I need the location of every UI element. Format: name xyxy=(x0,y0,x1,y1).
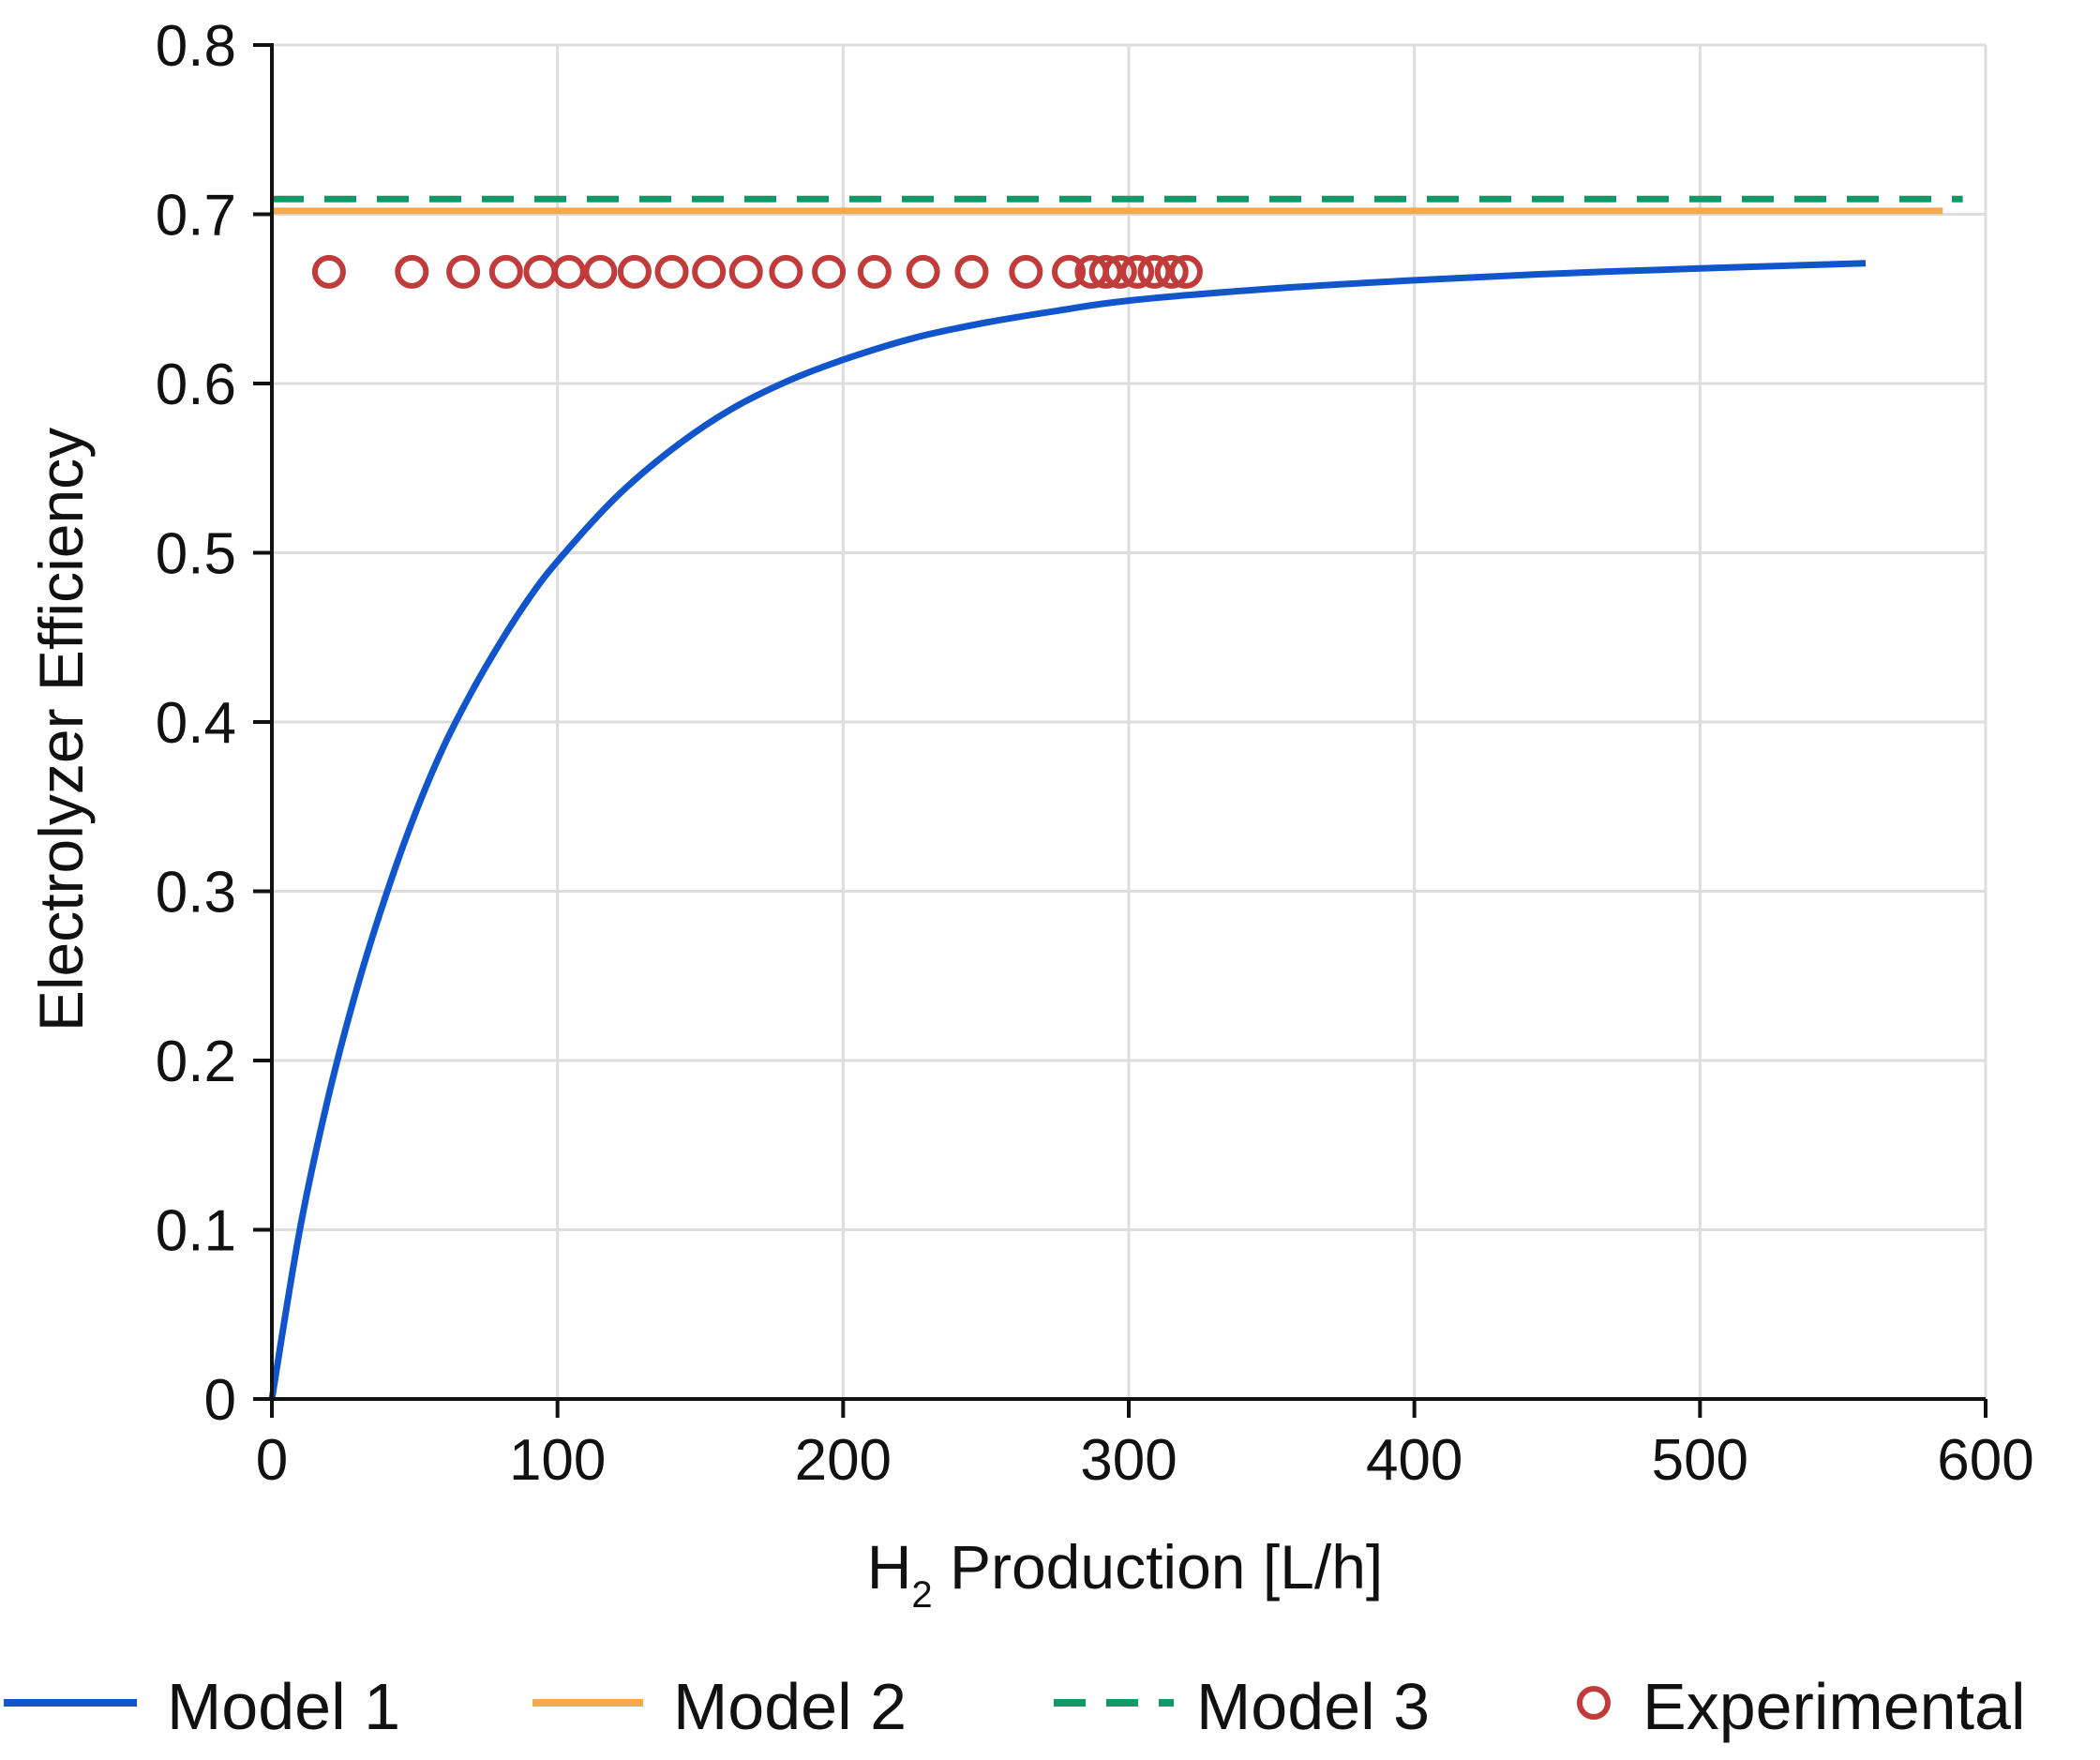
y-tick-label: 0.1 xyxy=(156,1199,236,1264)
y-tick-label: 0.3 xyxy=(156,861,236,925)
experimental-point xyxy=(488,254,523,289)
experimental-point xyxy=(446,254,481,289)
experimental-point xyxy=(1120,254,1155,289)
x-tick-label: 200 xyxy=(795,1428,892,1493)
y-tick-label: 0.5 xyxy=(156,522,236,587)
y-tick-label: 0.6 xyxy=(156,353,236,417)
experimental-point xyxy=(1009,254,1043,289)
experimental-point xyxy=(1088,254,1123,289)
experimental-point xyxy=(1154,254,1189,289)
y-tick-label: 0.7 xyxy=(156,184,236,248)
experimental-point xyxy=(857,254,892,289)
x-tick-label: 600 xyxy=(1937,1428,2033,1493)
x-axis-title: H2 Production [L/h] xyxy=(867,1532,1384,1616)
experimental-point xyxy=(551,254,586,289)
experimental-point xyxy=(311,254,346,289)
axes xyxy=(253,43,1988,1418)
x-tick-label: 500 xyxy=(1652,1428,1748,1493)
x-tick-label: 300 xyxy=(1080,1428,1177,1493)
experimental-point xyxy=(1137,254,1172,289)
experimental-point xyxy=(769,254,803,289)
legend-swatch-experimental xyxy=(1577,1686,1611,1720)
legend-label-model-3: Model 3 xyxy=(1196,1670,1430,1743)
experimental-point xyxy=(654,254,689,289)
plot-area xyxy=(268,195,1963,1400)
x-tick-label: 400 xyxy=(1366,1428,1462,1493)
y-axis-title: Electrolyzer Efficiency xyxy=(26,428,96,1031)
y-tick-label: 0.8 xyxy=(156,14,236,79)
experimental-point xyxy=(1102,254,1137,289)
experimental-point xyxy=(395,254,429,289)
experimental-point xyxy=(1052,254,1087,289)
experimental-point xyxy=(692,254,727,289)
legend-label-experimental: Experimental xyxy=(1642,1670,2026,1743)
experimental-point xyxy=(523,254,558,289)
experimental-point xyxy=(906,254,940,289)
x-tick-label: 0 xyxy=(256,1428,288,1493)
x-axis-title-main: H xyxy=(867,1532,912,1602)
experimental-point xyxy=(1168,254,1203,289)
experimental-point xyxy=(812,254,847,289)
legend-label-model-1: Model 1 xyxy=(167,1670,400,1743)
x-axis-title-subscript: 2 xyxy=(911,1574,932,1616)
x-tick-label: 100 xyxy=(509,1428,606,1493)
legend-label-model-2: Model 2 xyxy=(673,1670,907,1743)
experimental-point xyxy=(617,254,652,289)
y-tick-label: 0 xyxy=(204,1368,236,1433)
legend: Model 1 Model 2 Model 3 Experimental xyxy=(4,1670,2026,1743)
y-tick-label: 0.4 xyxy=(156,691,236,756)
model-1-line xyxy=(268,260,1867,1400)
x-axis-title-rest: Production [L/h] xyxy=(933,1532,1384,1602)
experimental-point xyxy=(583,254,618,289)
experimental-point xyxy=(954,254,989,289)
experimental-point xyxy=(728,254,763,289)
tick-labels: 0 100 200 300 400 500 600 0 0.1 0.2 0.3 0.4 0.5 0.6 0.… xyxy=(156,14,2034,1493)
y-tick-label: 0.2 xyxy=(156,1030,236,1094)
grid xyxy=(272,43,1988,1399)
